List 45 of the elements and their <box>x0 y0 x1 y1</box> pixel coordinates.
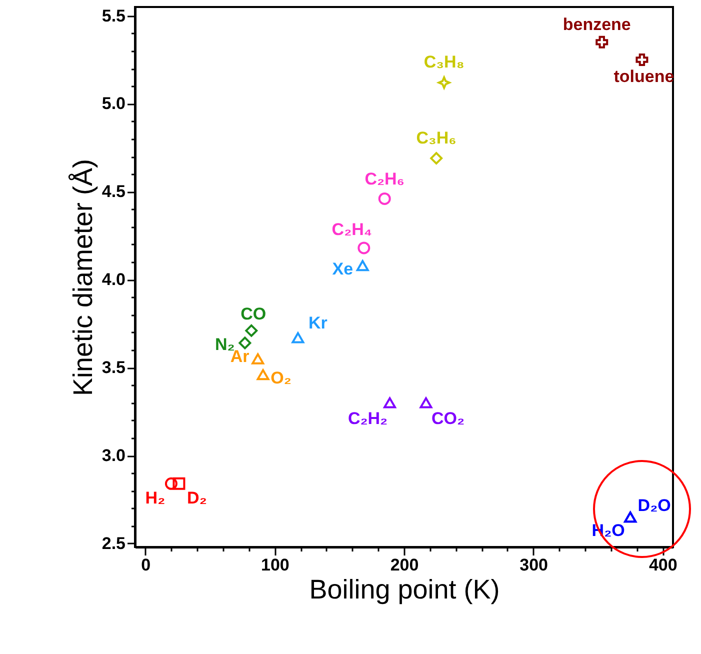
point <box>252 353 264 364</box>
y-tick-label: 4.0 <box>102 270 126 290</box>
point <box>420 397 432 408</box>
point <box>438 76 450 89</box>
y-tick-label: 4.5 <box>102 182 126 202</box>
x-tick-label: 200 <box>390 556 419 574</box>
series-label: C₂H₂ <box>348 408 388 428</box>
point <box>292 332 304 344</box>
series-label: CO <box>240 304 266 324</box>
series-label: D₂O <box>638 496 671 516</box>
point <box>238 336 252 350</box>
x-tick-label: 400 <box>648 556 678 574</box>
series-label: Xe <box>332 260 354 279</box>
point <box>378 192 391 205</box>
series-label: C₂H₄ <box>332 220 372 239</box>
series-label: Kr <box>308 314 328 333</box>
x-tick-label: 0 <box>141 556 151 574</box>
series-label: O₂ <box>270 368 292 388</box>
y-tick-label: 3.0 <box>102 446 126 466</box>
point <box>356 260 369 272</box>
series-label: C₃H₆ <box>416 128 456 148</box>
series-label: benzene <box>562 15 631 34</box>
point <box>358 242 370 254</box>
x-tick-label: 300 <box>520 556 548 574</box>
point <box>636 54 648 66</box>
x-axis-title: Boiling point (K) <box>309 574 500 604</box>
point <box>256 369 270 380</box>
series-label: C₃H₈ <box>424 52 464 72</box>
series-label: H₂ <box>145 488 166 508</box>
point <box>384 397 396 408</box>
point <box>164 477 178 490</box>
y-tick-label: 3.5 <box>102 358 126 378</box>
point <box>430 152 443 165</box>
x-tick-label: 100 <box>260 556 290 574</box>
series-label: CO₂ <box>431 408 465 428</box>
series-label: D₂ <box>187 488 207 508</box>
y-tick-label: 2.5 <box>102 534 126 553</box>
point <box>596 36 608 48</box>
y-axis-title: Kinetic diameter (Å) <box>68 158 98 396</box>
y-tick-label: 5.0 <box>102 94 126 114</box>
y-tick-label: 5.5 <box>102 6 126 26</box>
point <box>245 324 258 337</box>
point <box>172 477 186 490</box>
series-label: C₂H₆ <box>364 170 405 189</box>
series-label: N₂ <box>215 334 235 354</box>
